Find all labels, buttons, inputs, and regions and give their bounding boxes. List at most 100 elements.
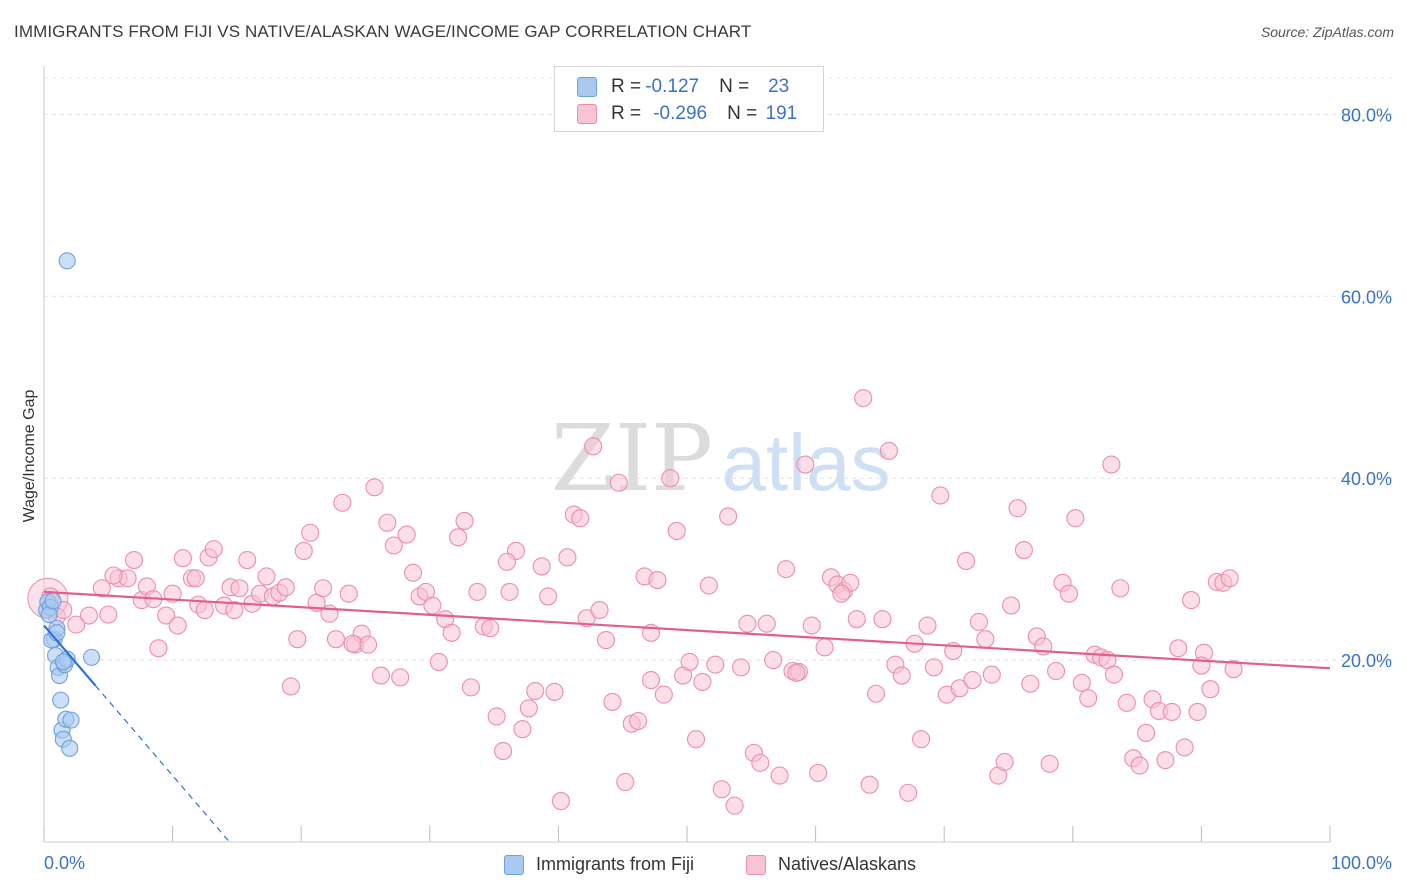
data-point-natives [558,548,577,567]
data-point-natives [397,525,416,544]
data-point-natives [976,630,995,649]
data-point-natives [912,730,931,749]
data-point-natives [104,566,123,585]
data-point-natives [532,557,551,576]
legend-item-natives: Natives/Alaskans [746,854,916,875]
grid-lines [44,77,1392,661]
data-point-natives [751,753,770,772]
data-point-natives [1002,596,1021,615]
data-point-natives [1201,680,1220,699]
data-point-natives [1169,639,1188,658]
source-label: Source: ZipAtlas.com [1260,24,1394,40]
legend-item-fiji: Immigrants from Fiji [504,854,694,875]
data-point-natives [950,679,969,698]
data-point-natives [429,652,448,671]
data-point-natives [468,582,487,601]
trend-line-fiji-extension [94,685,231,844]
data-point-natives [92,579,111,598]
data-point-natives [481,619,500,638]
legend-r-value-fiji: -0.127 [645,76,700,97]
data-point-natives [423,596,442,615]
data-point-fiji [58,252,76,270]
legend-swatch-fiji [504,854,524,875]
data-point-natives [712,780,731,799]
legend-label-fiji: Immigrants from Fiji [536,854,695,874]
data-point-natives [343,634,362,653]
chart-title: IMMIGRANTS FROM FIJI VS NATIVE/ALASKAN W… [14,22,752,41]
data-point-natives [186,569,205,588]
y-tick-label: 80.0% [1341,105,1392,125]
legend-row-natives: R = -0.296 N = 191 [577,102,797,126]
data-point-natives [1188,702,1207,721]
data-point-natives [809,763,828,782]
data-point-natives [787,663,806,682]
data-point-natives [609,473,628,492]
data-point-natives [796,455,815,474]
data-point-natives [301,523,320,542]
data-point-natives [173,549,192,568]
legend-r-value-natives: -0.296 [653,103,708,124]
data-point-natives [757,614,776,633]
data-point-natives [276,578,295,597]
data-point-natives [577,609,596,628]
data-point-natives [693,672,712,691]
data-point-natives [1104,665,1124,684]
data-point-natives [1102,455,1121,474]
data-point-natives [526,681,545,701]
data-point-fiji [54,653,72,671]
data-point-natives [899,783,918,802]
data-point-natives [648,571,667,590]
data-point-natives [918,616,937,635]
legend-n-value-fiji: 23 [768,76,790,97]
data-point-natives [699,576,718,595]
data-point-fiji [62,711,80,729]
data-point-natives [195,601,214,620]
data-point-natives [661,469,680,488]
data-point-natives [776,560,796,579]
data-point-natives [294,541,313,561]
x-tick-label: 100.0% [1331,853,1392,873]
data-point-natives [969,612,988,631]
data-point-natives [513,720,532,739]
legend-swatch-fiji [577,77,597,97]
data-point-natives [339,584,358,603]
data-point-fiji [83,648,101,666]
data-point-natives [333,493,352,512]
data-point-natives [1224,660,1243,679]
data-point-natives [494,741,513,761]
data-point-natives [314,579,333,598]
legend-swatch-natives [577,104,597,124]
data-point-natives [99,605,118,624]
data-point-natives [1111,579,1130,598]
data-point-natives [168,616,187,635]
data-point-natives [931,486,950,505]
data-point-natives [719,507,738,526]
data-point-natives [873,610,892,629]
data-point-natives [1066,509,1085,528]
legend-swatch-natives [746,854,766,875]
y-tick-label: 60.0% [1341,287,1392,307]
watermark-zip: ZIP [551,405,713,512]
data-point-natives [497,552,517,571]
legend-r-label: R = [611,103,642,124]
data-point-natives [281,677,300,696]
data-point-natives [1014,540,1033,560]
legend-label-natives: Natives/Alaskans [778,854,917,874]
data-point-natives [654,685,673,704]
data-point-natives [1162,702,1181,721]
data-point-natives [163,584,182,603]
data-point-natives [1059,584,1078,603]
data-point-natives [238,550,257,570]
legend-n-value-natives: 191 [765,103,798,124]
data-point-natives [1182,591,1201,610]
data-point-natives [1137,723,1156,742]
data-point-natives [860,775,879,794]
data-point-natives [67,615,86,634]
data-point-natives [1079,689,1098,708]
data-point-natives [1117,693,1136,712]
data-point-natives [124,550,144,570]
data-point-natives [957,551,976,571]
data-point-natives [487,707,506,726]
data-point-fiji [52,691,70,709]
data-point-natives [1130,756,1149,775]
